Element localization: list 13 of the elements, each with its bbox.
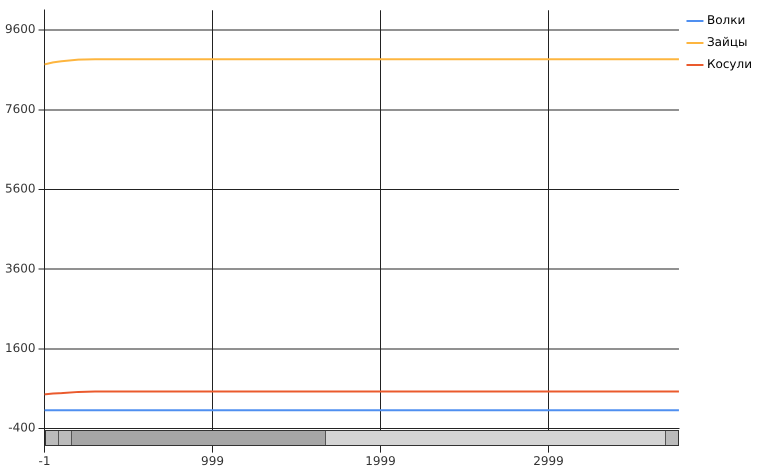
y-tick-label: 9600 (4, 22, 36, 36)
y-tick-label: 7600 (4, 102, 36, 116)
y-tick-label: 5600 (4, 182, 36, 196)
legend-label: Косули (706, 57, 752, 72)
y-tick-label: 1600 (4, 341, 36, 356)
y-tick-label: -400 (8, 420, 36, 435)
x-tick-label: 999 (201, 454, 224, 468)
x-tick-label: -1 (38, 454, 51, 468)
legend-label: Волки (706, 13, 746, 28)
y-tick-label: 3600 (4, 261, 36, 276)
x-tick-label: 2999 (533, 454, 564, 468)
legend-label: Зайцы (706, 35, 748, 50)
x-tick-label: 1999 (365, 454, 396, 468)
